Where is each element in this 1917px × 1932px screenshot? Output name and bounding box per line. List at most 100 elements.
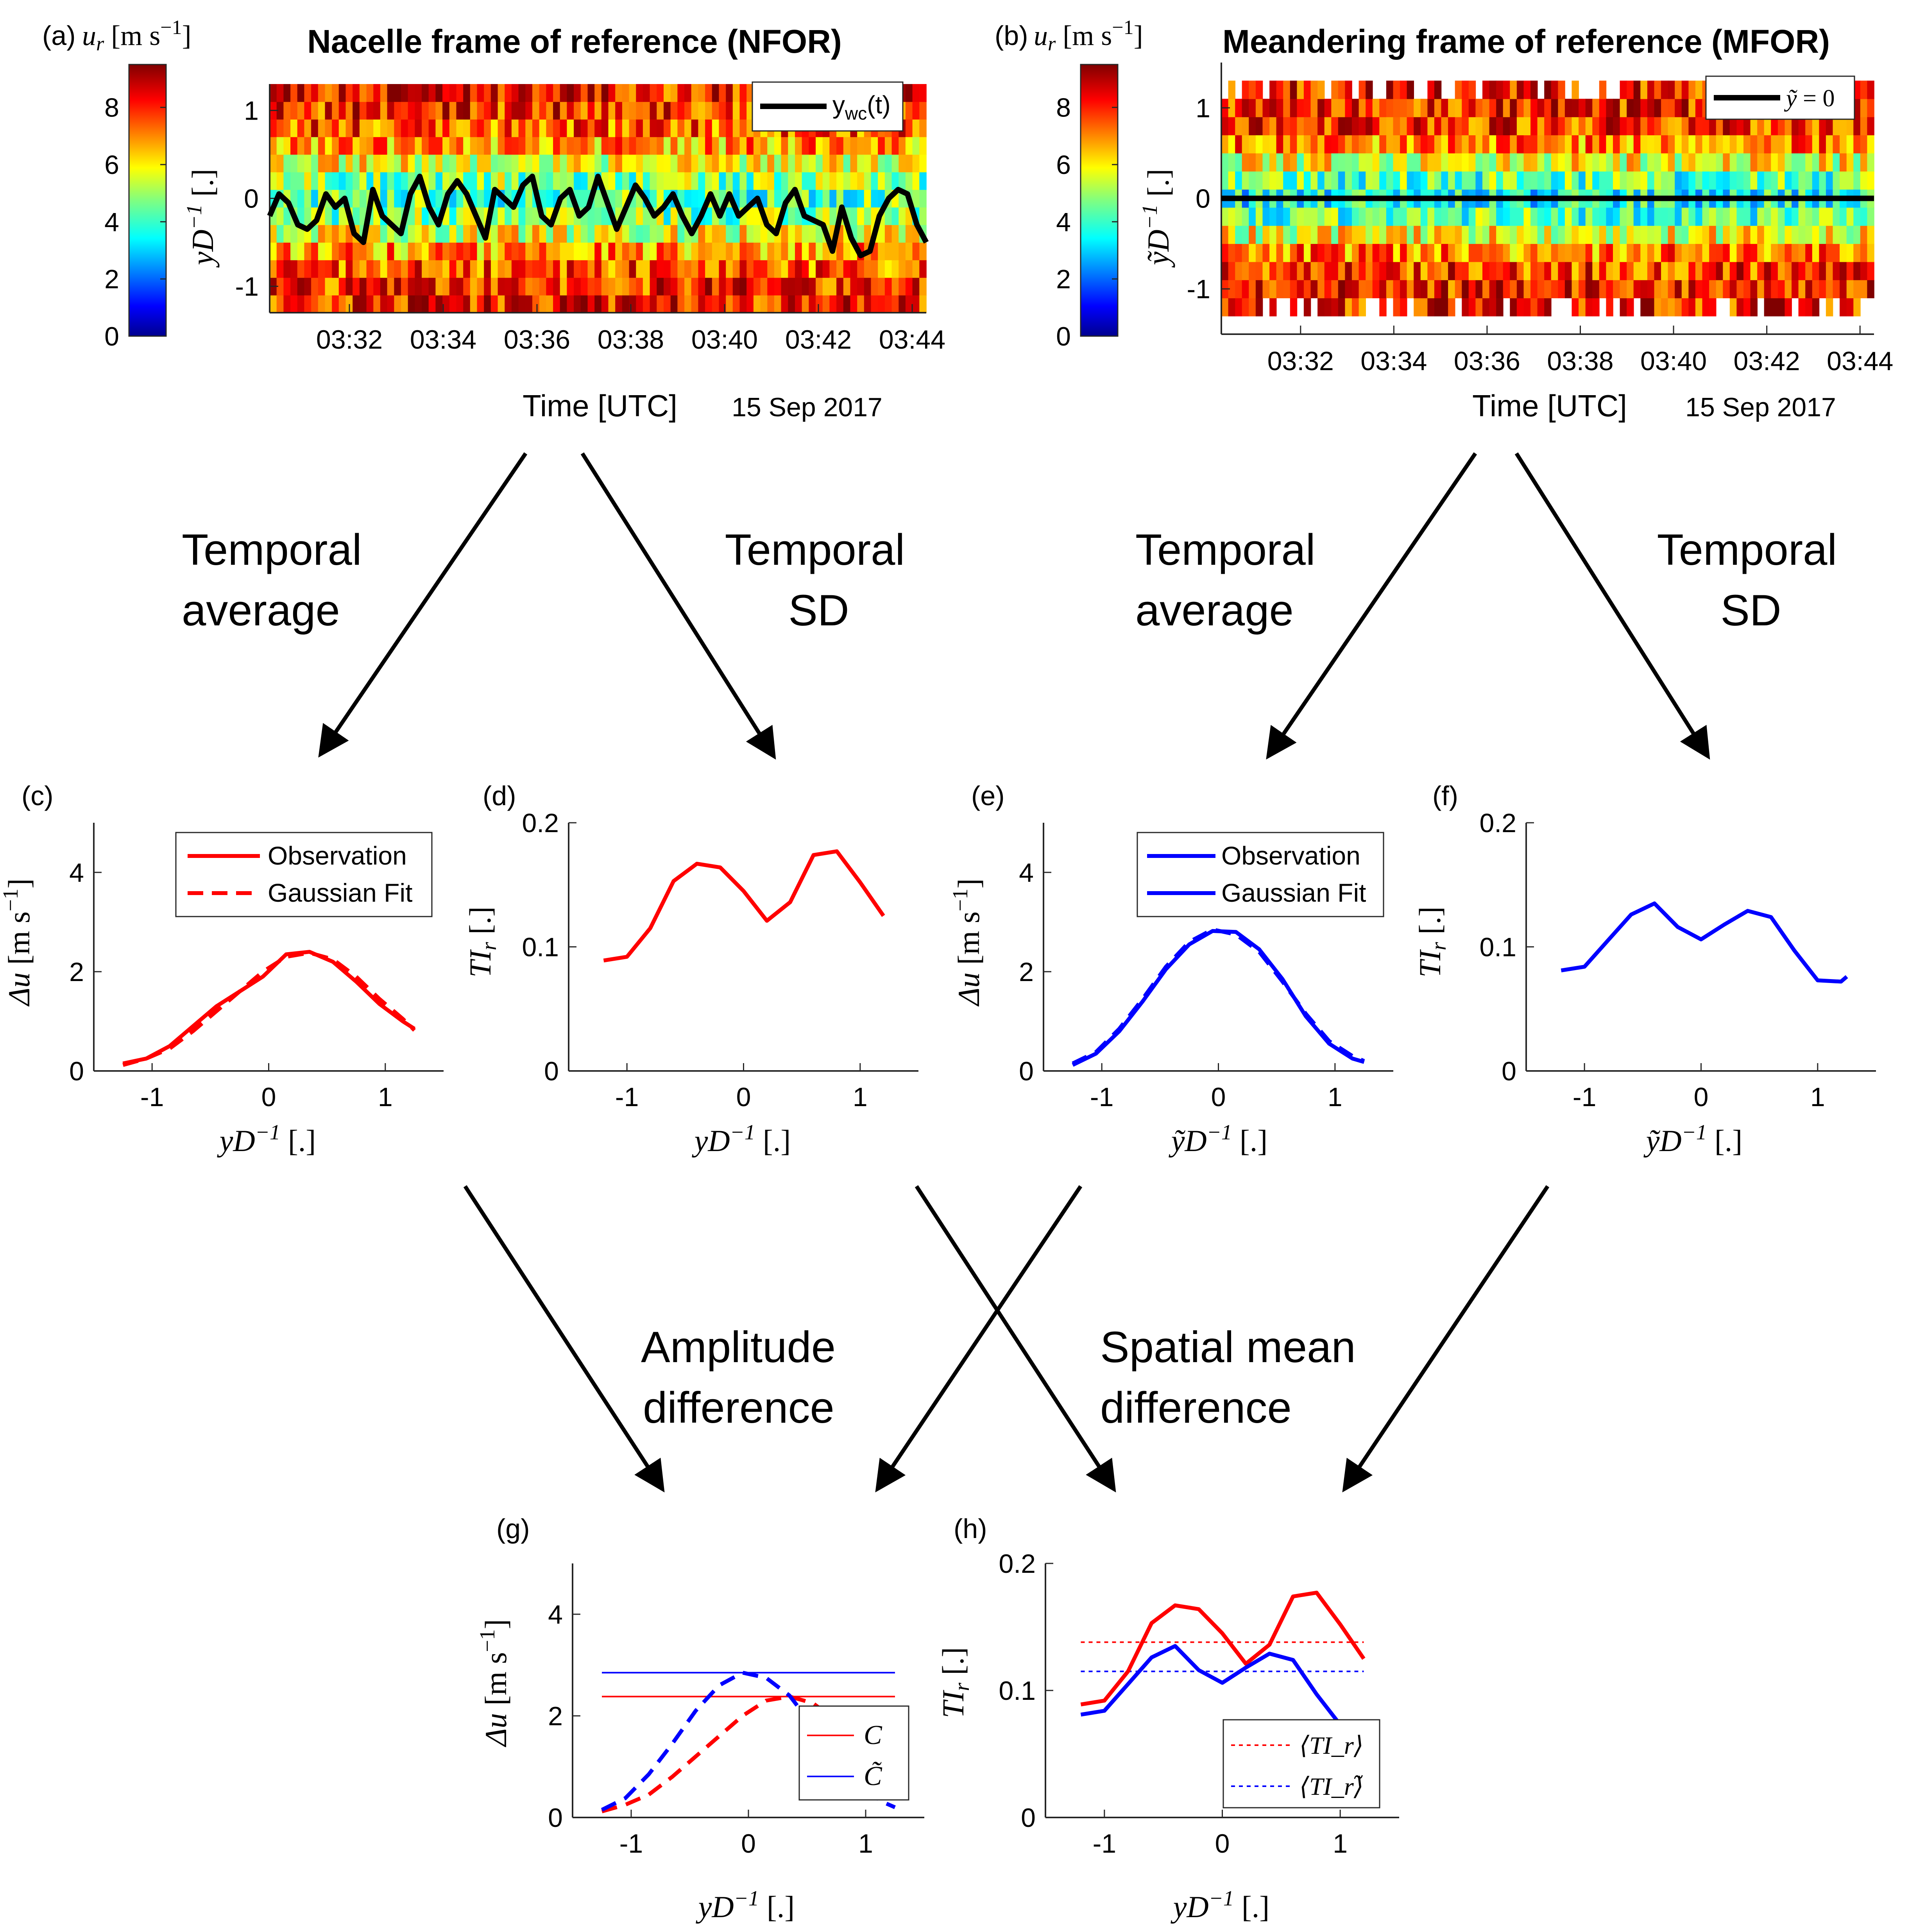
- heatmap-cell: [1482, 207, 1490, 226]
- heatmap-cell: [1798, 207, 1806, 226]
- heatmap-cell: [1681, 280, 1689, 299]
- heatmap-cell: [912, 260, 920, 278]
- heatmap-cell: [1661, 261, 1668, 280]
- heatmap-cell: [1812, 171, 1820, 190]
- heatmap-cell: [732, 119, 740, 137]
- heatmap-cell: [615, 278, 623, 295]
- heatmap-cell: [1269, 244, 1277, 262]
- heatmap-cell: [912, 295, 920, 313]
- heatmap-cell: [836, 295, 844, 313]
- heatmap-cell: [1613, 207, 1620, 226]
- heatmap-cell: [442, 242, 450, 260]
- heatmap-cell: [1310, 261, 1318, 280]
- heatmap-cell: [1297, 226, 1304, 244]
- heatmap-cell: [1228, 135, 1235, 154]
- heatmap-cell: [415, 207, 422, 225]
- heatmap-cell: [1633, 280, 1641, 299]
- heatmap-cell: [470, 278, 478, 295]
- heatmap-cell: [1441, 280, 1448, 299]
- heatmap-cell: [1661, 135, 1668, 154]
- heatmap-cell: [608, 154, 616, 172]
- heatmap-cell: [1400, 298, 1407, 317]
- heatmap-cell: [318, 260, 326, 278]
- heatmap-cell: [643, 172, 650, 190]
- heatmap-cell: [442, 295, 450, 313]
- heatmap-cell: [615, 102, 623, 120]
- heatmap-cell: [1695, 135, 1703, 154]
- heatmap-cell: [857, 260, 865, 278]
- heatmap-cell: [726, 207, 733, 225]
- heatmap-cell: [1661, 81, 1668, 99]
- heatmap-cell: [1633, 171, 1641, 190]
- heatmap-cell: [670, 295, 678, 313]
- heatmap-cell: [1269, 207, 1277, 226]
- heatmap-cell: [1606, 207, 1613, 226]
- heatmap-cell: [608, 137, 616, 155]
- heatmap-cell: [1462, 153, 1469, 172]
- heatmap-cell: [1654, 226, 1661, 244]
- heatmap-cell: [1448, 244, 1455, 262]
- heatmap-cell: [1860, 135, 1868, 154]
- heatmap-cell: [1647, 81, 1655, 99]
- heatmap-cell: [387, 242, 395, 260]
- heatmap-cell: [318, 119, 326, 137]
- heatmap-cell: [629, 154, 637, 172]
- heatmap-cell: [1599, 171, 1607, 190]
- heatmap-cell: [560, 84, 567, 102]
- heatmap-cell: [1585, 244, 1593, 262]
- heatmap-cell: [470, 225, 478, 243]
- heatmap-cell: [1331, 117, 1339, 136]
- heatmap-cell: [1262, 153, 1270, 172]
- heatmap-cell: [394, 190, 401, 208]
- heatmap-cell: [1805, 135, 1813, 154]
- heatmap-cell: [816, 225, 823, 243]
- heatmap-cell: [1448, 171, 1455, 190]
- heatmap-cell: [477, 172, 484, 190]
- heatmap-cell: [435, 172, 443, 190]
- heatmap-cell: [456, 278, 464, 295]
- heatmap-cell: [705, 84, 712, 102]
- heatmap-cell: [539, 102, 547, 120]
- heatmap-cell: [1366, 135, 1373, 154]
- heatmap-cell: [1475, 171, 1483, 190]
- heatmap-cell: [428, 225, 436, 243]
- heatmap-cell: [1386, 98, 1394, 117]
- heatmap-cell: [1709, 261, 1717, 280]
- heatmap-cell: [1303, 153, 1311, 172]
- heatmap-cell: [442, 84, 450, 102]
- heatmap-cell: [290, 137, 298, 155]
- heatmap-cell: [1489, 207, 1496, 226]
- heatmap-cell: [1764, 171, 1772, 190]
- heatmap-cell: [422, 119, 429, 137]
- heatmap-cell: [809, 278, 816, 295]
- heatmap-cell: [505, 102, 512, 120]
- heatmap-cell: [912, 137, 920, 155]
- heatmap-cell: [698, 172, 705, 190]
- heatmap-cell: [1359, 153, 1366, 172]
- svg-text:ỹD−1 [.]: ỹD−1 [.]: [1169, 1120, 1268, 1158]
- heatmap-cell: [670, 242, 678, 260]
- heatmap-cell: [816, 190, 823, 208]
- heatmap-cell: [1819, 226, 1826, 244]
- heatmap-cell: [553, 154, 560, 172]
- heatmap-cell: [490, 242, 498, 260]
- heatmap-cell: [498, 242, 505, 260]
- heatmap-cell: [1310, 171, 1318, 190]
- heatmap-cell: [518, 84, 526, 102]
- heatmap-cell: [650, 119, 657, 137]
- heatmap-cell: [753, 154, 761, 172]
- heatmap-cell: [1414, 207, 1421, 226]
- heatmap-cell: [850, 137, 857, 155]
- heatmap-cell: [899, 172, 906, 190]
- heatmap-cell: [1681, 153, 1689, 172]
- panel-a-colorbar-label: ur [m s−1]: [82, 16, 192, 55]
- heatmap-cell: [1255, 81, 1263, 99]
- heatmap-cell: [1482, 244, 1490, 262]
- heatmap-cell: [442, 225, 450, 243]
- heatmap-cell: [304, 102, 311, 120]
- heatmap-cell: [401, 278, 408, 295]
- heatmap-cell: [615, 84, 623, 102]
- heatmap-cell: [435, 278, 443, 295]
- x-tick-label: 0: [261, 1082, 276, 1112]
- heatmap-cell: [422, 242, 429, 260]
